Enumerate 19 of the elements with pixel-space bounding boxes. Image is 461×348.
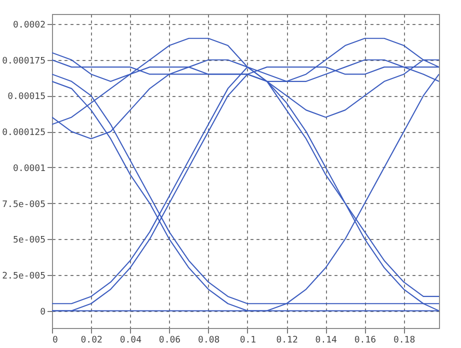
y-tick-label: 0.000175 [2, 56, 46, 66]
x-tick-label: 0.06 [158, 336, 181, 346]
y-tick-label: 0.00015 [8, 92, 46, 102]
x-tick-label: 0.04 [120, 336, 142, 346]
x-tick-label: 0.1 [240, 336, 256, 346]
y-tick-label: 0.0002 [12, 20, 46, 31]
y-tick-label: 7.5e-005 [2, 200, 46, 210]
x-tick-label: 0.18 [393, 336, 416, 346]
x-tick-label: 0.08 [198, 336, 220, 346]
x-tick-label: 0.12 [276, 336, 298, 346]
y-tick-label: 2.5e-005 [2, 271, 46, 282]
y-tick-label: 0.0001 [12, 164, 46, 174]
x-tick-label: 0 [52, 336, 58, 346]
y-tick-label: 5e-005 [12, 236, 46, 246]
y-tick-label: 0.000125 [2, 128, 46, 138]
x-tick-label: 0.02 [80, 336, 102, 346]
x-tick-label: 0.16 [354, 336, 376, 346]
y-tick-label: 0 [40, 307, 46, 318]
x-tick-label: 0.14 [315, 336, 337, 346]
